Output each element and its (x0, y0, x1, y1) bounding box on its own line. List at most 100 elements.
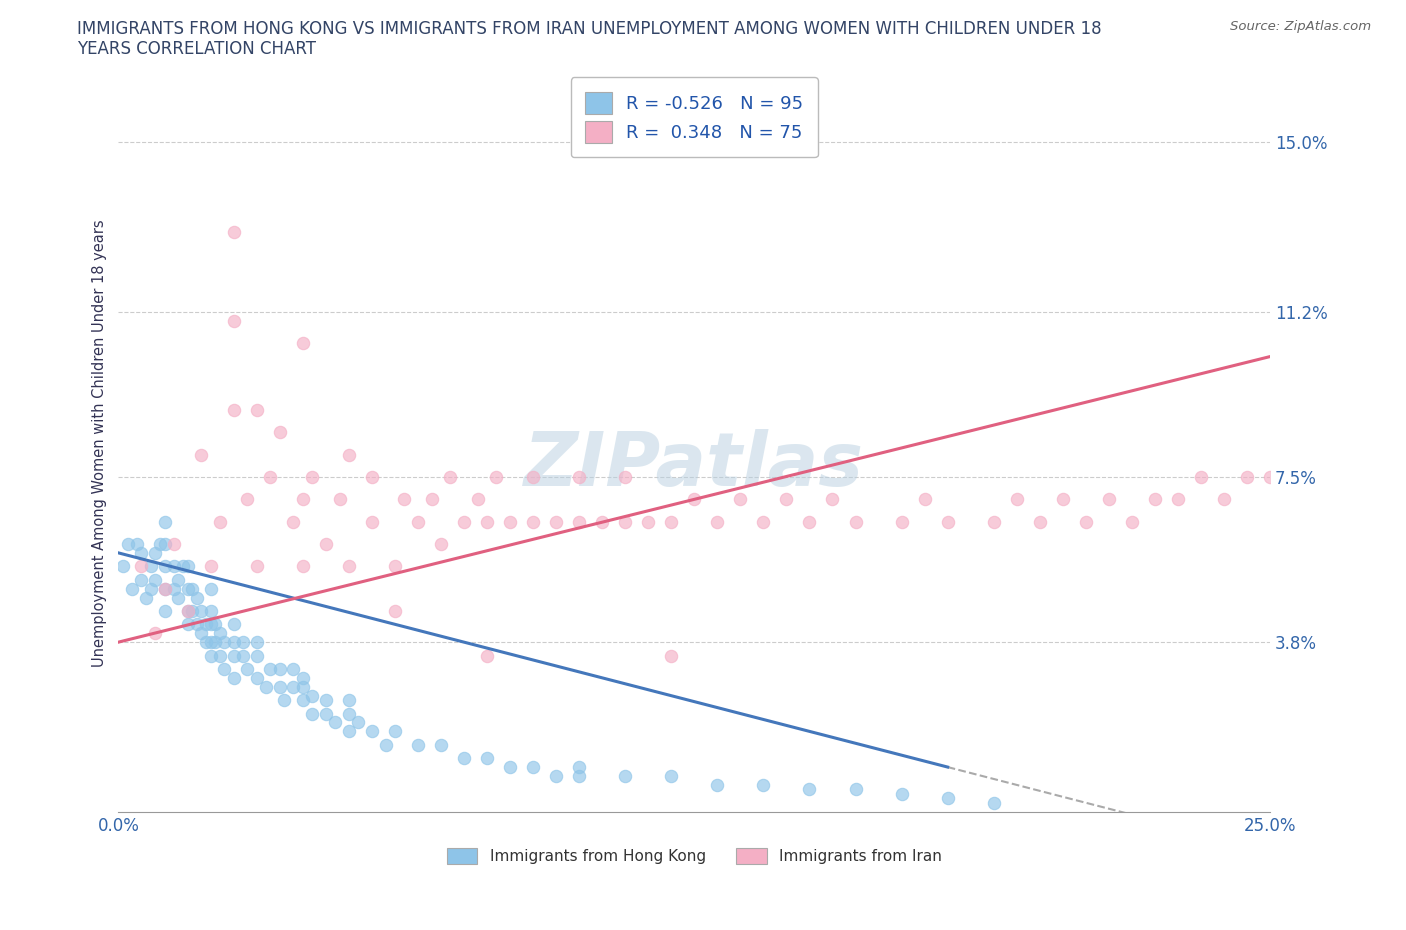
Point (637, 514, 659, 529)
Point (1052, 492, 1074, 507)
Point (546, 514, 568, 529)
Point (384, 559, 406, 574)
Point (283, 661, 305, 676)
Point (176, 604, 198, 618)
Point (591, 514, 613, 529)
Point (172, 559, 194, 574)
Point (254, 679, 277, 694)
Point (163, 581, 186, 596)
Point (200, 581, 222, 596)
Point (269, 679, 291, 694)
Point (337, 559, 360, 574)
Point (200, 634, 222, 649)
Point (232, 634, 254, 649)
Point (291, 492, 314, 507)
Point (259, 661, 281, 676)
Point (186, 617, 208, 631)
Point (522, 760, 544, 775)
Point (730, 492, 752, 507)
Point (568, 470, 591, 485)
Point (983, 514, 1005, 529)
Point (143, 572, 166, 587)
Point (236, 492, 259, 507)
Point (1213, 492, 1236, 507)
Point (149, 537, 172, 551)
Point (475, 648, 498, 663)
Point (568, 514, 591, 529)
Y-axis label: Unemployment Among Women with Children Under 18 years: Unemployment Among Women with Children U… (93, 219, 107, 668)
Point (360, 724, 382, 738)
Point (546, 768, 568, 783)
Point (453, 514, 475, 529)
Point (190, 604, 212, 618)
Point (153, 604, 176, 618)
Point (208, 514, 231, 529)
Point (475, 751, 498, 765)
Point (914, 492, 936, 507)
Point (614, 470, 637, 485)
Point (291, 336, 314, 351)
Point (117, 537, 139, 551)
Point (337, 693, 360, 708)
Point (222, 224, 245, 239)
Point (143, 546, 166, 561)
Point (439, 470, 461, 485)
Point (246, 634, 269, 649)
Text: Source: ZipAtlas.com: Source: ZipAtlas.com (1230, 20, 1371, 33)
Point (499, 514, 522, 529)
Point (200, 617, 222, 631)
Point (844, 514, 866, 529)
Point (269, 661, 291, 676)
Point (181, 581, 204, 596)
Point (301, 470, 323, 485)
Point (222, 313, 245, 328)
Point (1074, 514, 1097, 529)
Point (1121, 514, 1143, 529)
Point (430, 737, 453, 752)
Point (799, 514, 821, 529)
Point (246, 559, 269, 574)
Point (706, 777, 728, 792)
Point (204, 634, 226, 649)
Point (384, 724, 406, 738)
Point (190, 447, 212, 462)
Point (323, 715, 346, 730)
Point (301, 688, 323, 703)
Point (246, 403, 269, 418)
Point (131, 572, 153, 587)
Point (522, 470, 544, 485)
Point (222, 634, 245, 649)
Point (176, 559, 198, 574)
Point (844, 782, 866, 797)
Point (337, 706, 360, 721)
Point (222, 617, 245, 631)
Point (121, 581, 143, 596)
Point (430, 537, 453, 551)
Point (167, 590, 190, 604)
Point (176, 581, 198, 596)
Point (614, 514, 637, 529)
Point (153, 537, 176, 551)
Point (208, 648, 231, 663)
Point (337, 724, 360, 738)
Point (329, 492, 352, 507)
Point (821, 492, 844, 507)
Point (246, 648, 269, 663)
Point (1167, 492, 1189, 507)
Point (200, 559, 222, 574)
Point (153, 581, 176, 596)
Point (204, 617, 226, 631)
Point (1098, 492, 1121, 507)
Point (176, 617, 198, 631)
Point (143, 626, 166, 641)
Point (420, 492, 443, 507)
Point (890, 514, 912, 529)
Point (983, 795, 1005, 810)
Point (315, 693, 337, 708)
Point (153, 559, 176, 574)
Point (176, 604, 198, 618)
Point (467, 492, 489, 507)
Point (706, 514, 728, 529)
Point (799, 782, 821, 797)
Point (200, 604, 222, 618)
